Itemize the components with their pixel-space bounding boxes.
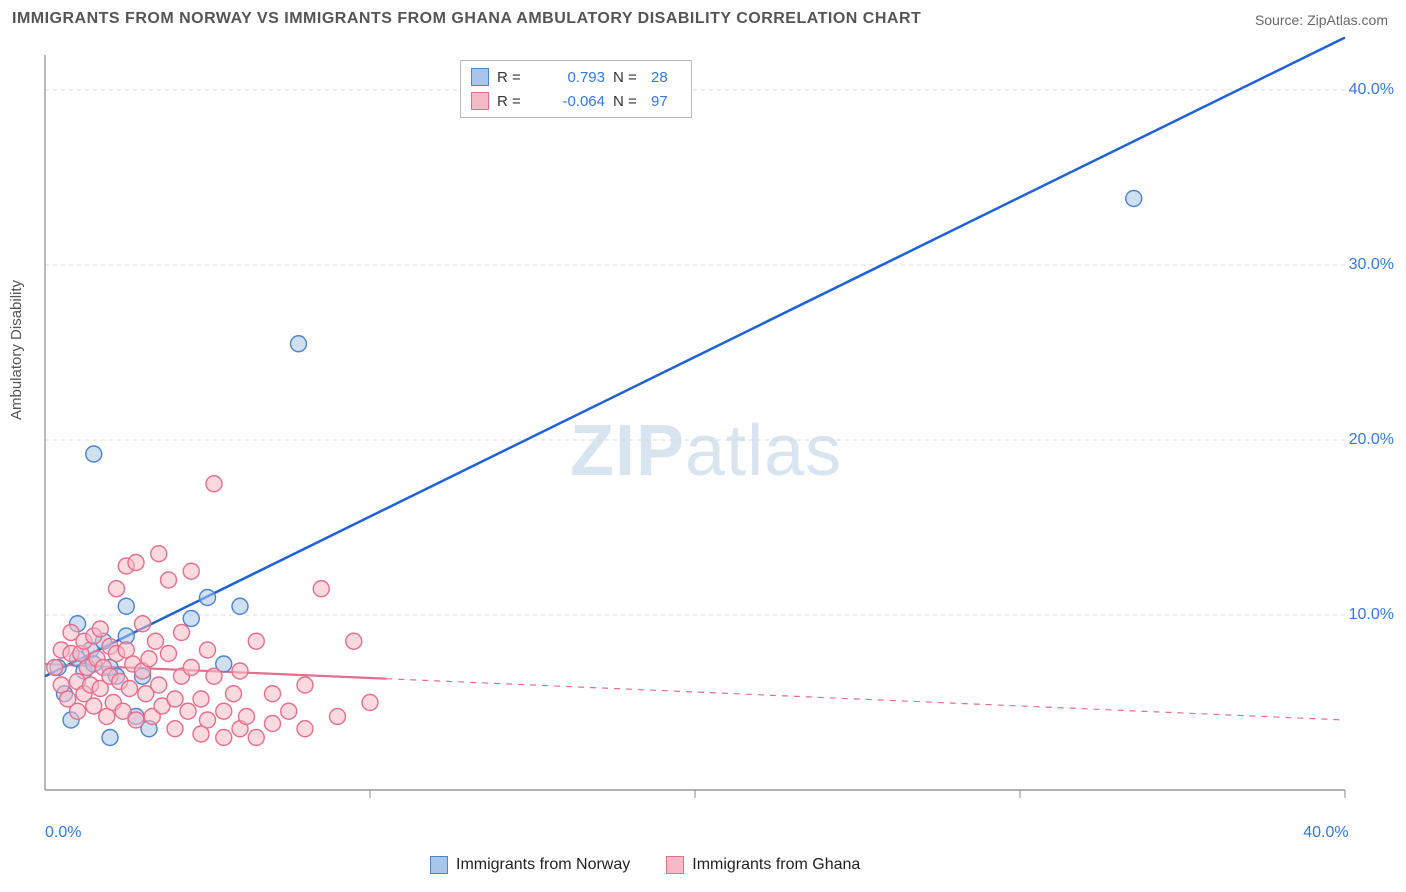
swatch-norway-icon: [430, 856, 448, 874]
r-label: R =: [497, 93, 527, 110]
x-tick-label: 0.0%: [45, 824, 81, 842]
scatter-chart: [0, 0, 1406, 892]
y-tick-label: 20.0%: [1349, 431, 1394, 449]
legend-item-ghana: Immigrants from Ghana: [666, 856, 860, 874]
n-label: N =: [613, 93, 643, 110]
legend-item-norway: Immigrants from Norway: [430, 856, 630, 874]
n-label: N =: [613, 69, 643, 86]
r-label: R =: [497, 69, 527, 86]
r-value-ghana: -0.064: [535, 93, 605, 110]
y-tick-label: 10.0%: [1349, 606, 1394, 624]
swatch-norway: [471, 68, 489, 86]
n-value-ghana: 97: [651, 93, 681, 110]
x-tick-label: 40.0%: [1303, 824, 1348, 842]
legend-label-norway: Immigrants from Norway: [456, 856, 630, 874]
n-value-norway: 28: [651, 69, 681, 86]
y-tick-label: 30.0%: [1349, 256, 1394, 274]
legend-row-norway: R = 0.793 N = 28: [471, 65, 681, 89]
legend-label-ghana: Immigrants from Ghana: [692, 856, 860, 874]
correlation-legend: R = 0.793 N = 28 R = -0.064 N = 97: [460, 60, 692, 118]
chart-container: IMMIGRANTS FROM NORWAY VS IMMIGRANTS FRO…: [0, 0, 1406, 892]
series-legend: Immigrants from Norway Immigrants from G…: [430, 856, 860, 874]
r-value-norway: 0.793: [535, 69, 605, 86]
y-tick-label: 40.0%: [1349, 81, 1394, 99]
legend-row-ghana: R = -0.064 N = 97: [471, 89, 681, 113]
swatch-ghana-icon: [666, 856, 684, 874]
swatch-ghana: [471, 92, 489, 110]
